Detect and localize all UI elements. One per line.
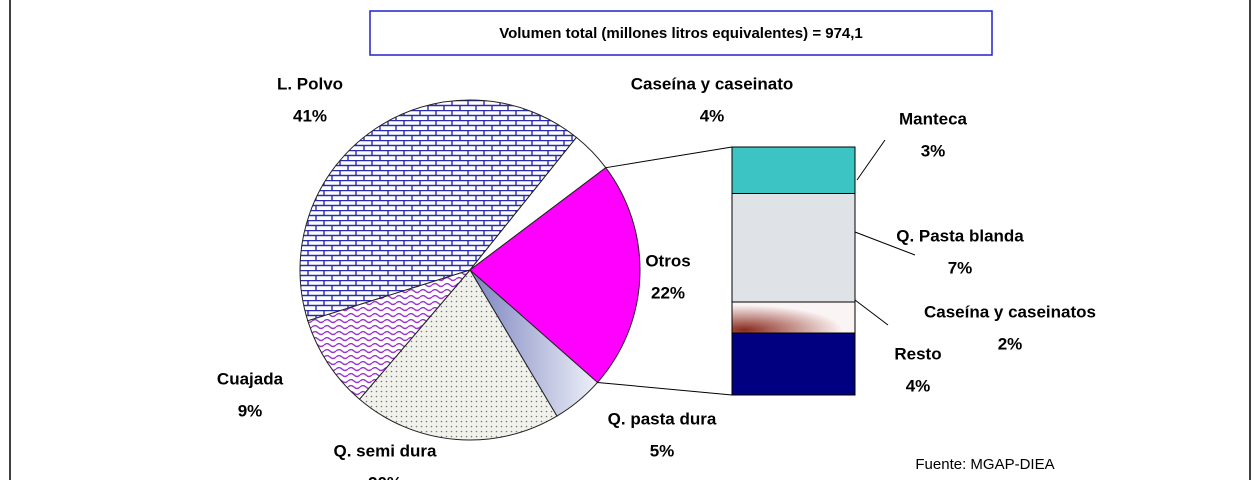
slice-label: Cuajada [217, 369, 284, 388]
bar-value: 4% [906, 376, 931, 395]
slice-label: Q. pasta dura [608, 409, 717, 428]
bar-value: 2% [998, 334, 1023, 353]
bar-label: Resto [894, 344, 941, 363]
bar-segment [731, 146, 856, 194]
leader-line [854, 299, 889, 326]
bar-segment [731, 332, 856, 396]
bar-label: Q. Pasta blanda [896, 226, 1024, 245]
slice-label: Otros [645, 251, 690, 270]
frame [9, 0, 1251, 480]
connector [597, 381, 733, 396]
pie-slice [299, 99, 578, 322]
source: Fuente: MGAP-DIEA [915, 456, 1054, 473]
pie-slice [358, 269, 558, 441]
bar-segment [731, 193, 856, 303]
chart-title: Volumen total (millones litros equivalen… [499, 25, 863, 42]
leader-line [854, 231, 916, 256]
bar-value: 7% [948, 258, 973, 277]
slice-label: Q. semi dura [334, 441, 438, 460]
connector [605, 146, 733, 169]
slice-value: 9% [238, 401, 263, 420]
bar-label: Manteca [899, 109, 968, 128]
slice-value: 41% [293, 106, 327, 125]
slice-value: 22% [651, 283, 685, 302]
slice-value: 4% [700, 106, 725, 125]
pie-slice [307, 269, 472, 400]
bar-label: Caseína y caseinatos [924, 302, 1096, 321]
leader-line [856, 139, 886, 181]
title-box [369, 10, 993, 56]
slice-label: Caseína y caseinato [631, 74, 794, 93]
slice-value: 5% [650, 441, 675, 460]
bar-segment [731, 301, 856, 334]
bar-value: 3% [921, 141, 946, 160]
slice-value: 20% [368, 473, 402, 480]
pie-slice [469, 166, 641, 384]
slice-label: L. Polvo [277, 74, 343, 93]
